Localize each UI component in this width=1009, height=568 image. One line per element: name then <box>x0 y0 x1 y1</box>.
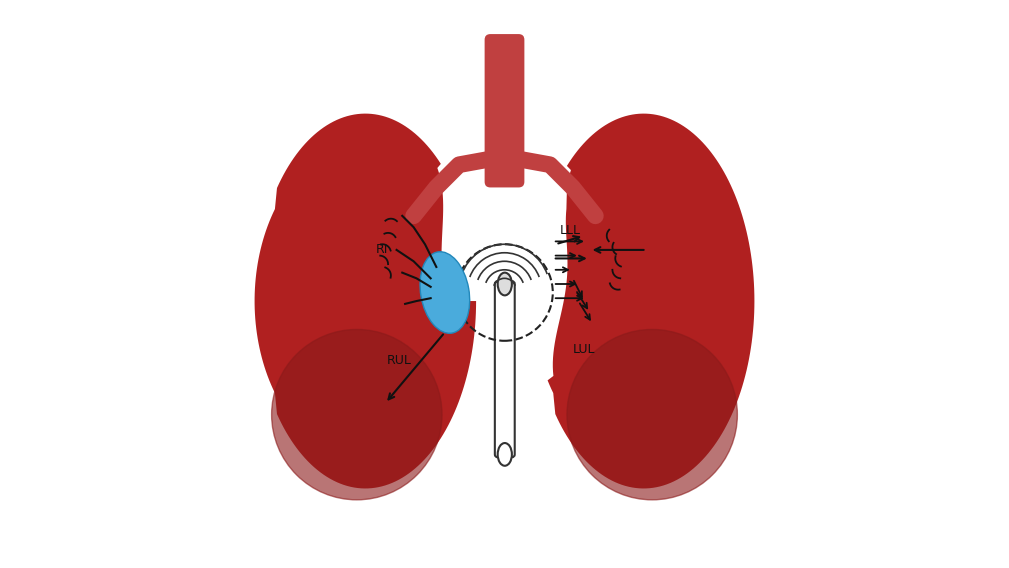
Ellipse shape <box>271 329 442 500</box>
Ellipse shape <box>420 252 469 333</box>
FancyBboxPatch shape <box>494 281 515 457</box>
Ellipse shape <box>497 443 512 466</box>
Polygon shape <box>548 114 755 488</box>
Ellipse shape <box>497 273 512 295</box>
Ellipse shape <box>567 329 738 500</box>
FancyBboxPatch shape <box>484 34 525 187</box>
Text: LLL: LLL <box>559 224 580 236</box>
Text: LUL: LUL <box>573 343 595 356</box>
Text: RUL: RUL <box>387 354 412 367</box>
Text: RI: RI <box>376 244 388 256</box>
Polygon shape <box>254 114 476 488</box>
